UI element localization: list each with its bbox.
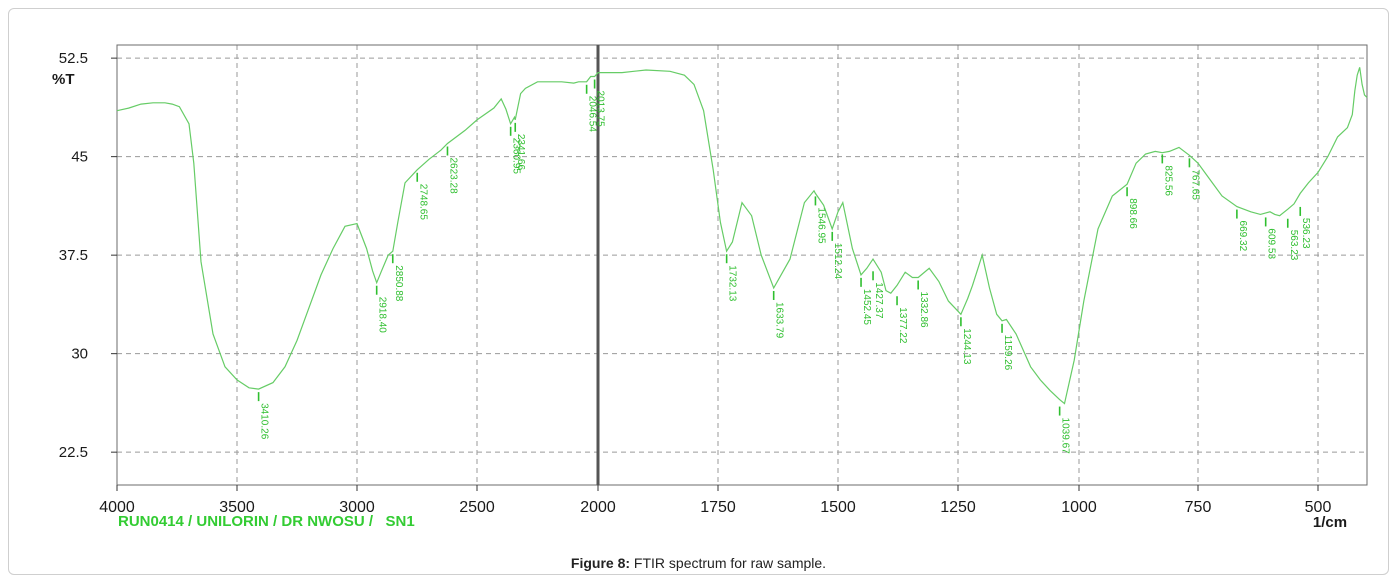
peak-label: 825.56 bbox=[1162, 165, 1173, 196]
peak-label: 2748.65 bbox=[417, 184, 428, 221]
peak-label: 1377.22 bbox=[897, 307, 908, 344]
x-tick-label: 1250 bbox=[940, 499, 976, 516]
y-tick-label: 45 bbox=[71, 149, 88, 166]
figure-frame bbox=[8, 8, 1389, 575]
caption-label: Figure 8: bbox=[570, 555, 631, 571]
axes: 52.5 45 37.5 30 22.5 4000 3500 3000 2500 2000 1750… bbox=[59, 50, 1332, 516]
peak-label: 2013.75 bbox=[595, 91, 606, 128]
peak-label: 1512.24 bbox=[832, 243, 843, 280]
peak-label: 1732.13 bbox=[727, 265, 738, 302]
x-tick-label: 1750 bbox=[700, 499, 736, 516]
y-tick-label: 22.5 bbox=[59, 444, 88, 461]
plot-border bbox=[116, 44, 1368, 486]
peak-label: 1159.26 bbox=[1002, 335, 1013, 371]
run-footer: RUN0414 / UNILORIN / DR NWOSU / SN1 bbox=[118, 513, 415, 530]
figure-caption: Figure 8: FTIR spectrum for raw sample. bbox=[0, 555, 1397, 571]
y-tick-label: 37.5 bbox=[59, 247, 88, 264]
peak-annotations: 3410.26 2918.40 2850.88 2748.65 2623.28 2360.… bbox=[257, 79, 1311, 455]
peak-label: 1332.86 bbox=[918, 291, 929, 328]
peak-label: 2918.40 bbox=[377, 297, 388, 334]
peak-label: 1039.67 bbox=[1060, 418, 1071, 455]
y-tick-label: 52.5 bbox=[59, 50, 88, 67]
x-tick-label: 3500 bbox=[219, 499, 255, 516]
ftir-chart: 52.5 45 37.5 30 22.5 4000 3500 3000 2500 2000 1750… bbox=[52, 44, 1368, 531]
peak-label: 1244.13 bbox=[961, 328, 972, 365]
peak-label: 2850.88 bbox=[393, 265, 404, 302]
peak-label: 2623.28 bbox=[447, 158, 458, 195]
peak-label: 3410.26 bbox=[259, 403, 270, 440]
x-tick-label: 750 bbox=[1185, 499, 1212, 516]
x-tick-label: 1500 bbox=[820, 499, 856, 516]
peak-label: 609.53 bbox=[1266, 228, 1277, 259]
x-tick-label: 2500 bbox=[459, 499, 495, 516]
x-tick-label: 500 bbox=[1305, 499, 1332, 516]
x-tick-label: 2000 bbox=[580, 499, 616, 516]
peak-label: 1546.95 bbox=[815, 207, 826, 244]
y-tick-label: 30 bbox=[71, 346, 88, 363]
peak-label: 669.32 bbox=[1237, 221, 1248, 252]
peak-label: 1452.45 bbox=[861, 289, 872, 326]
y-axis-label: %T bbox=[52, 71, 75, 88]
peak-label: 767.65 bbox=[1189, 169, 1200, 200]
peak-label: 2360.95 bbox=[511, 138, 522, 175]
grid bbox=[117, 45, 1367, 485]
peak-label: 563.23 bbox=[1288, 230, 1299, 261]
peak-label: 898.66 bbox=[1127, 198, 1138, 229]
caption-text: FTIR spectrum for raw sample. bbox=[630, 555, 827, 571]
peak-label: 2046.54 bbox=[587, 96, 598, 133]
peak-label: 1427.37 bbox=[873, 282, 884, 319]
x-tick-label: 3000 bbox=[339, 499, 375, 516]
peak-label: 2341.66 bbox=[515, 134, 526, 171]
spectrum-line bbox=[116, 67, 1368, 405]
peak-label: 1633.79 bbox=[774, 302, 785, 339]
x-tick-label: 1000 bbox=[1061, 499, 1097, 516]
x-tick-label: 4000 bbox=[99, 499, 135, 516]
x-axis-label: 1/cm bbox=[1313, 514, 1347, 531]
peak-label: 536.23 bbox=[1300, 218, 1311, 249]
